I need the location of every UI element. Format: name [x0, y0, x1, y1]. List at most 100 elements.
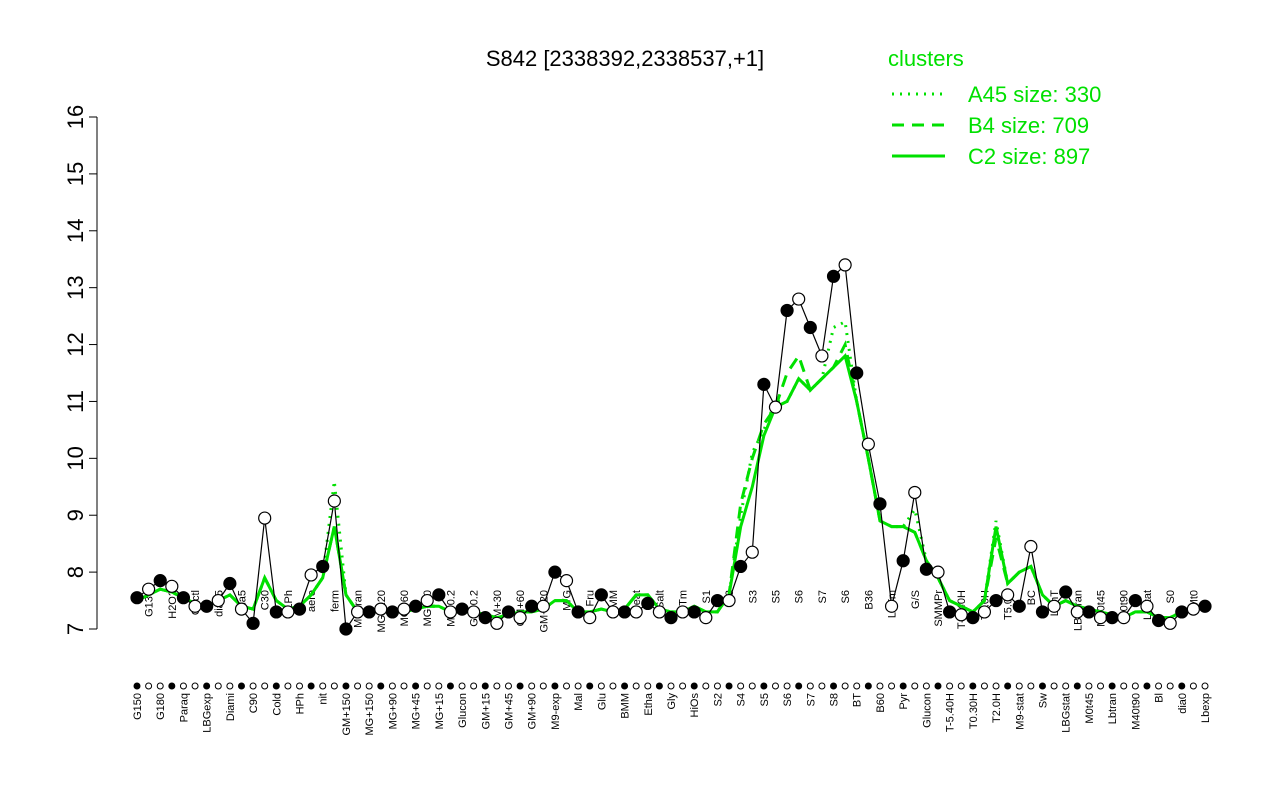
data-point — [1105, 611, 1119, 625]
x-tick-label: GM+15 — [480, 693, 492, 729]
category-marker — [748, 682, 756, 690]
category-marker — [296, 682, 304, 690]
category-marker — [365, 682, 373, 690]
data-point — [1117, 611, 1131, 625]
x-tick-label: Lbexp — [1200, 693, 1212, 723]
category-marker — [621, 682, 629, 690]
data-point — [1024, 539, 1038, 554]
y-tick-label: 13 — [63, 275, 88, 299]
y-tick-label: 9 — [63, 509, 88, 521]
category-marker — [841, 682, 849, 690]
data-point — [443, 605, 458, 619]
x-tick-label: BT — [852, 693, 864, 707]
category-marker — [539, 682, 547, 690]
x-tick-label: LPh — [283, 590, 295, 610]
data-point — [896, 554, 910, 568]
legend-label: C2 size: 897 — [968, 144, 1090, 169]
data-point — [292, 602, 307, 616]
data-point — [165, 579, 179, 593]
x-tick-label: Diami — [225, 693, 237, 721]
data-point — [1151, 613, 1166, 628]
category-marker — [249, 682, 257, 690]
x-tick-label: nit — [318, 693, 330, 705]
category-marker — [470, 682, 478, 690]
x-tick-label: S5 — [770, 590, 782, 603]
category-marker — [481, 682, 489, 690]
data-point — [1047, 599, 1061, 613]
data-point — [873, 497, 887, 511]
x-tick-label: Gly — [666, 693, 678, 710]
category-marker — [1131, 682, 1139, 690]
category-marker — [957, 682, 965, 690]
data-point — [850, 366, 864, 380]
data-point — [1070, 605, 1084, 619]
data-point — [350, 605, 365, 619]
category-marker — [1155, 682, 1163, 690]
x-tick-label: MG+45 — [411, 693, 423, 729]
x-tick-label: S6 — [840, 590, 852, 603]
data-line — [136, 263, 1206, 631]
category-marker — [284, 682, 292, 690]
category-marker — [377, 682, 385, 690]
category-marker — [992, 682, 1000, 690]
x-tick-label: T0.30H — [968, 693, 980, 729]
data-point — [153, 574, 167, 588]
category-marker — [388, 682, 396, 690]
x-tick-label: Bl — [1154, 693, 1166, 703]
category-marker — [226, 682, 234, 690]
x-tick-label: Glucon — [457, 693, 469, 728]
data-point — [409, 599, 423, 613]
y-tick-label: 14 — [63, 219, 88, 243]
x-tick-label: Glucon — [921, 693, 933, 728]
data-point — [884, 599, 899, 613]
data-point — [931, 565, 945, 579]
data-point — [1001, 588, 1015, 602]
data-point — [1175, 605, 1189, 619]
category-marker — [853, 682, 861, 690]
data-point — [699, 611, 713, 625]
category-marker — [679, 682, 687, 690]
x-tick-label: S8 — [829, 693, 841, 706]
category-marker — [1143, 682, 1151, 690]
category-marker — [493, 682, 501, 690]
category-marker — [830, 682, 838, 690]
data-point — [583, 611, 597, 625]
x-tick-label: S5 — [759, 693, 771, 706]
x-tick-label: M40t90 — [1130, 693, 1142, 730]
data-point — [629, 605, 643, 619]
data-point — [594, 588, 608, 602]
category-marker — [771, 682, 779, 690]
category-marker — [946, 682, 954, 690]
data-point — [200, 599, 214, 613]
data-point — [757, 377, 771, 391]
category-marker — [1201, 682, 1209, 690]
category-marker — [307, 682, 315, 690]
data-point — [513, 611, 527, 625]
data-point — [559, 574, 574, 588]
data-point — [745, 545, 759, 559]
data-point — [919, 562, 933, 576]
category-marker — [1085, 682, 1093, 690]
category-marker — [609, 682, 617, 690]
x-tick-label: G/S — [910, 590, 922, 609]
category-marker — [563, 682, 571, 690]
category-marker — [156, 682, 164, 690]
data-point — [188, 599, 202, 613]
category-marker — [354, 682, 362, 690]
x-tick-label: Etha — [643, 692, 655, 716]
data-point — [734, 559, 748, 574]
x-tick-label: G180 — [155, 693, 167, 720]
x-tick-label: S1 — [701, 590, 713, 603]
x-tick-label: C30 — [260, 590, 272, 610]
x-tick-label: Pyr — [898, 693, 910, 710]
category-marker — [1097, 682, 1105, 690]
x-tick-label: Cold — [271, 693, 283, 716]
category-marker — [1050, 682, 1058, 690]
x-tick-label: S7 — [805, 693, 817, 706]
cluster-line — [136, 353, 1206, 620]
category-marker — [690, 682, 698, 690]
category-marker — [876, 682, 884, 690]
x-tick-label: BMM — [620, 693, 632, 719]
x-tick-label: S6 — [794, 590, 806, 603]
